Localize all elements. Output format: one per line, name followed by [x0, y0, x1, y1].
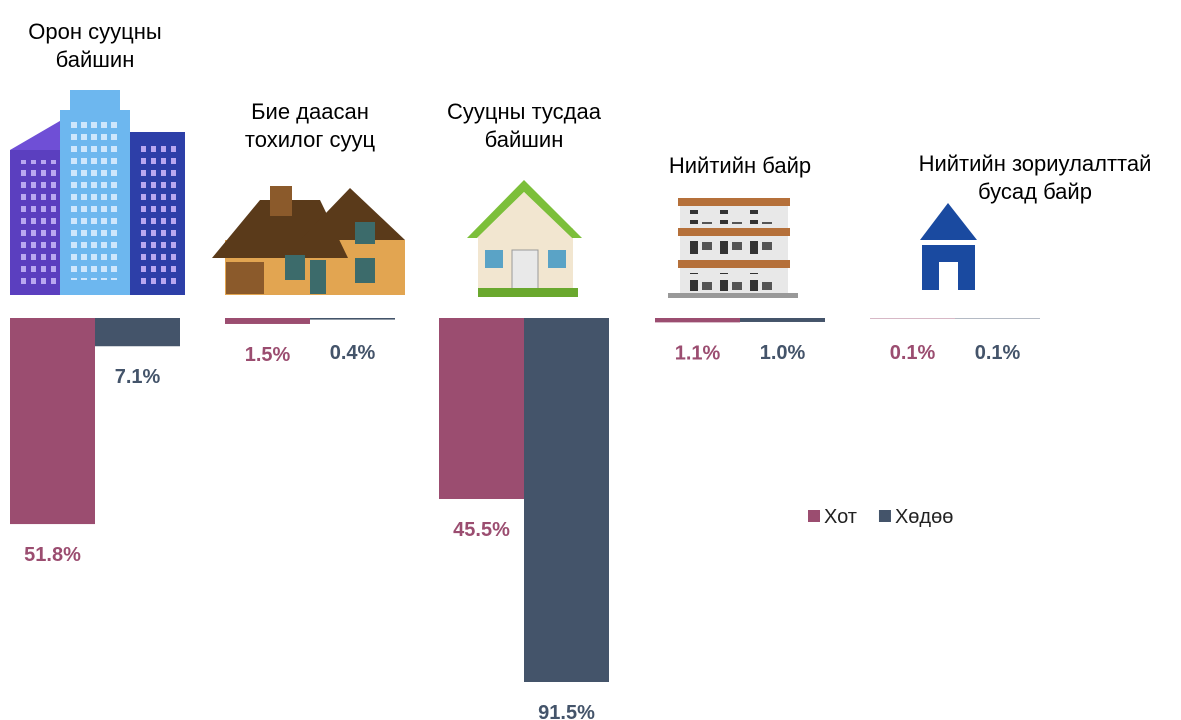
value-label: 0.1% [975, 342, 1021, 364]
bar [310, 318, 395, 320]
category-label: Бие даасан тохилог сууц [225, 98, 395, 154]
bar [95, 318, 180, 346]
bar [655, 318, 740, 322]
bar [740, 318, 825, 322]
value-label: 1.0% [760, 342, 806, 364]
legend-swatch [879, 510, 891, 522]
legend-label: Хот [824, 506, 857, 528]
icon-villa [212, 186, 405, 295]
category-label: Нийтийн зориулалттай бусад байр [890, 150, 1180, 206]
icon-public [920, 203, 977, 290]
icon-apartments [10, 90, 185, 295]
value-label: 0.1% [890, 342, 936, 364]
value-label: 45.5% [453, 519, 510, 541]
page: 51.8% 1.5% 45.5% 1.1% 0.1% 7.1% 0.4% 91.5% 1.0% 0… [0, 0, 1181, 720]
value-label: 7.1% [115, 366, 161, 388]
category-label: Сууцны тусдаа байшин [424, 98, 624, 154]
bar [225, 318, 310, 324]
value-label: 0.4% [330, 342, 376, 364]
legend-label: Хөдөө [895, 506, 953, 528]
icon-house [467, 180, 582, 297]
icon-dormitory [668, 198, 798, 298]
bar [439, 318, 524, 499]
bar [10, 318, 95, 524]
value-label: 1.1% [675, 342, 721, 364]
category-label: Орон сууцны байшин [5, 18, 185, 74]
value-label: 51.8% [24, 544, 81, 566]
value-label: 91.5% [538, 702, 595, 720]
legend-swatch [808, 510, 820, 522]
value-label: 1.5% [245, 344, 291, 366]
category-label: Нийтийн байр [640, 152, 840, 180]
bar [524, 318, 609, 682]
